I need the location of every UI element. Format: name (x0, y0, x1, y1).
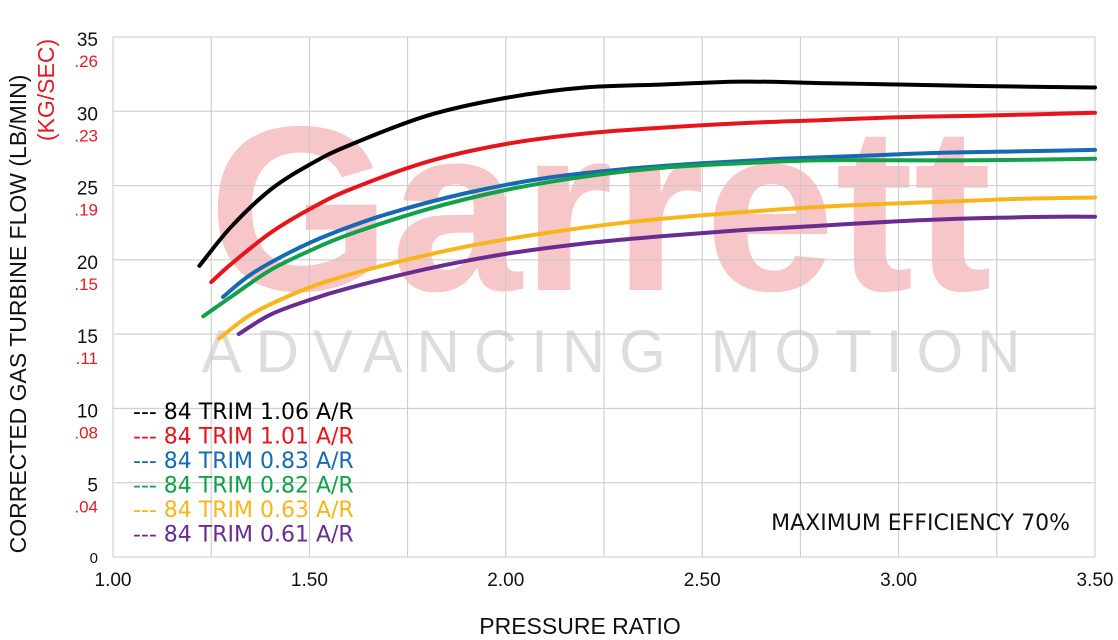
y-tick-label: 30 (77, 104, 98, 125)
series-line (209, 110, 1097, 285)
x-tick-label: 3.50 (1077, 570, 1114, 591)
y-tick-label-secondary: .19 (74, 201, 98, 220)
series-line (201, 156, 1097, 319)
y-tick-label-secondary: .11 (76, 349, 98, 368)
garrett-watermark: Garrett ADVANCING MOTION (202, 77, 1035, 385)
x-tick-label: 1.00 (95, 570, 132, 591)
series-layer (197, 79, 1097, 341)
y-tick-label: 35 (77, 30, 98, 51)
x-axis-title: PRESSURE RATIO (479, 613, 681, 639)
y-tick-label-secondary: .15 (74, 275, 98, 294)
y-tick-label: 5 (87, 476, 98, 497)
chart-legend: --- 84 TRIM 1.06 A/R--- 84 TRIM 1.01 A/R… (133, 400, 354, 548)
legend-item: --- 84 TRIM 0.83 A/R (133, 449, 354, 474)
y-tick-label-secondary: .26 (74, 52, 98, 71)
y-tick-label: 20 (77, 253, 98, 274)
series-line (217, 195, 1097, 341)
legend-item: --- 84 TRIM 0.61 A/R (133, 523, 354, 548)
watermark-tagline: ADVANCING MOTION (202, 318, 1035, 385)
y-axis-title-secondary: (KG/SEC) (33, 39, 59, 141)
chart-grid (112, 36, 1096, 558)
legend-item: --- 84 TRIM 1.01 A/R (133, 425, 354, 450)
x-tick-label: 2.50 (684, 570, 721, 591)
x-tick-label: 2.00 (487, 570, 524, 591)
y-tick-label: 15 (77, 327, 98, 348)
y-tick-label: 25 (77, 179, 98, 200)
y-axis-title: CORRECTED GAS TURBINE FLOW (LB/MIN) (5, 75, 31, 554)
y-tick-label: 0 (90, 550, 98, 567)
chart-axes: 1.00 1.50 2.00 2.50 3.00 3.50 0 5 10 15 20 25 30 35 .0… (74, 30, 1113, 591)
y-tick-label-secondary: .23 (74, 126, 98, 145)
series-line (221, 147, 1097, 299)
watermark-brand: Garrett (208, 77, 992, 340)
legend-item: --- 84 TRIM 1.06 A/R (133, 400, 354, 425)
y-tick-label-secondary: .04 (74, 498, 98, 517)
series-line (236, 214, 1097, 337)
x-tick-label: 1.50 (291, 570, 328, 591)
max-efficiency-note: MAXIMUM EFFICIENCY 70% (771, 511, 1070, 536)
y-tick-label-secondary: .08 (74, 423, 98, 442)
y-tick-label: 10 (77, 401, 98, 422)
legend-item: --- 84 TRIM 0.82 A/R (133, 474, 354, 499)
legend-item: --- 84 TRIM 0.63 A/R (133, 498, 354, 523)
series-line (197, 79, 1097, 268)
x-tick-label: 3.00 (880, 570, 917, 591)
